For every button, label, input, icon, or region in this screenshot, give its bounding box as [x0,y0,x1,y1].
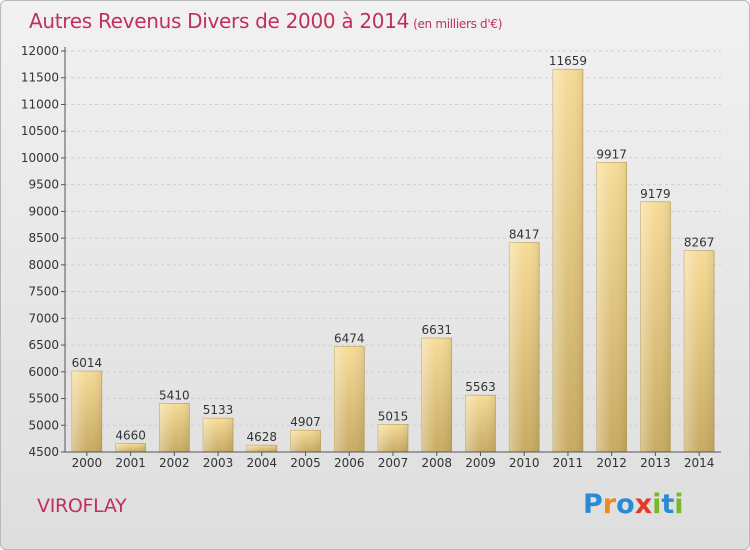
y-tick-label: 8000 [28,258,59,272]
bar-shine [378,424,408,452]
bar-shine [334,346,365,452]
bar-shine [596,162,627,452]
bar-shine [71,371,102,452]
title-text: Autres Revenus Divers de 2000 à 2014 [29,9,410,33]
title-unit: (en milliers d'€) [413,17,503,31]
logo-letter: x [634,489,653,520]
bar-value-label: 6474 [334,331,365,345]
x-tick-label: 2005 [290,456,321,470]
y-tick-label: 9500 [28,178,59,192]
bar-shine [465,395,496,452]
y-tick-label: 11500 [21,71,59,85]
bar-shine [246,445,277,452]
bar-value-label: 4628 [247,430,278,444]
logo-letter: r [602,489,617,520]
logo-letter: t [661,489,675,520]
y-tick-label: 7000 [28,311,59,325]
x-tick-label: 2001 [115,456,146,470]
bar-shine [640,201,671,452]
y-tick-label: 12000 [21,44,59,58]
x-tick-label: 2004 [247,456,278,470]
x-tick-label: 2003 [203,456,234,470]
x-tick-label: 2014 [684,456,715,470]
y-tick-label: 8500 [28,231,59,245]
x-tick-label: 2013 [640,456,671,470]
bar-value-label: 8417 [509,228,540,242]
bar-shine [203,418,234,452]
bar-shine [509,242,540,452]
bar-value-label: 9917 [596,147,627,161]
bar-value-label: 8267 [684,236,715,250]
logo-letter: i [674,489,684,520]
y-tick-label: 7500 [28,285,59,299]
x-tick-label: 2006 [334,456,365,470]
bar-value-label: 5015 [378,409,409,423]
y-tick-label: 10500 [21,124,59,138]
logo-letter: o [616,489,635,520]
x-tick-label: 2009 [465,456,496,470]
logo-letter: i [652,489,662,520]
y-tick-label: 6500 [28,338,59,352]
bar-value-label: 6631 [421,323,452,337]
bar-shine [159,403,190,452]
y-tick-label: 9000 [28,204,59,218]
x-tick-label: 2002 [159,456,190,470]
bar-shine [552,69,583,453]
commune-name: VIROFLAY [37,495,127,517]
bar-value-label: 5563 [465,380,496,394]
bar-shine [684,250,715,452]
bar-value-label: 4907 [290,415,321,429]
x-tick-label: 2011 [553,456,584,470]
bar-value-label: 4660 [115,428,146,442]
bar-shine [421,338,452,452]
y-tick-label: 6000 [28,365,59,379]
x-tick-label: 2008 [421,456,452,470]
x-tick-label: 2010 [509,456,540,470]
x-tick-label: 2000 [72,456,103,470]
y-tick-label: 11000 [21,97,59,111]
logo-letter: P [583,489,603,520]
chart-title: Autres Revenus Divers de 2000 à 2014 (en … [29,9,502,33]
bar-value-label: 5133 [203,403,234,417]
y-tick-label: 10000 [21,151,59,165]
bar-value-label: 6014 [72,356,103,370]
x-tick-label: 2007 [378,456,409,470]
bar-shine [290,430,321,452]
bar-value-label: 5410 [159,388,190,402]
bar-value-label: 11659 [549,54,587,68]
y-tick-label: 5000 [28,418,59,432]
bar-shine [115,443,146,452]
proxiti-logo[interactable]: Proxiti [583,489,684,520]
bar-value-label: 9179 [640,187,671,201]
y-tick-label: 5500 [28,392,59,406]
x-tick-label: 2012 [596,456,627,470]
y-tick-label: 4500 [28,445,59,459]
